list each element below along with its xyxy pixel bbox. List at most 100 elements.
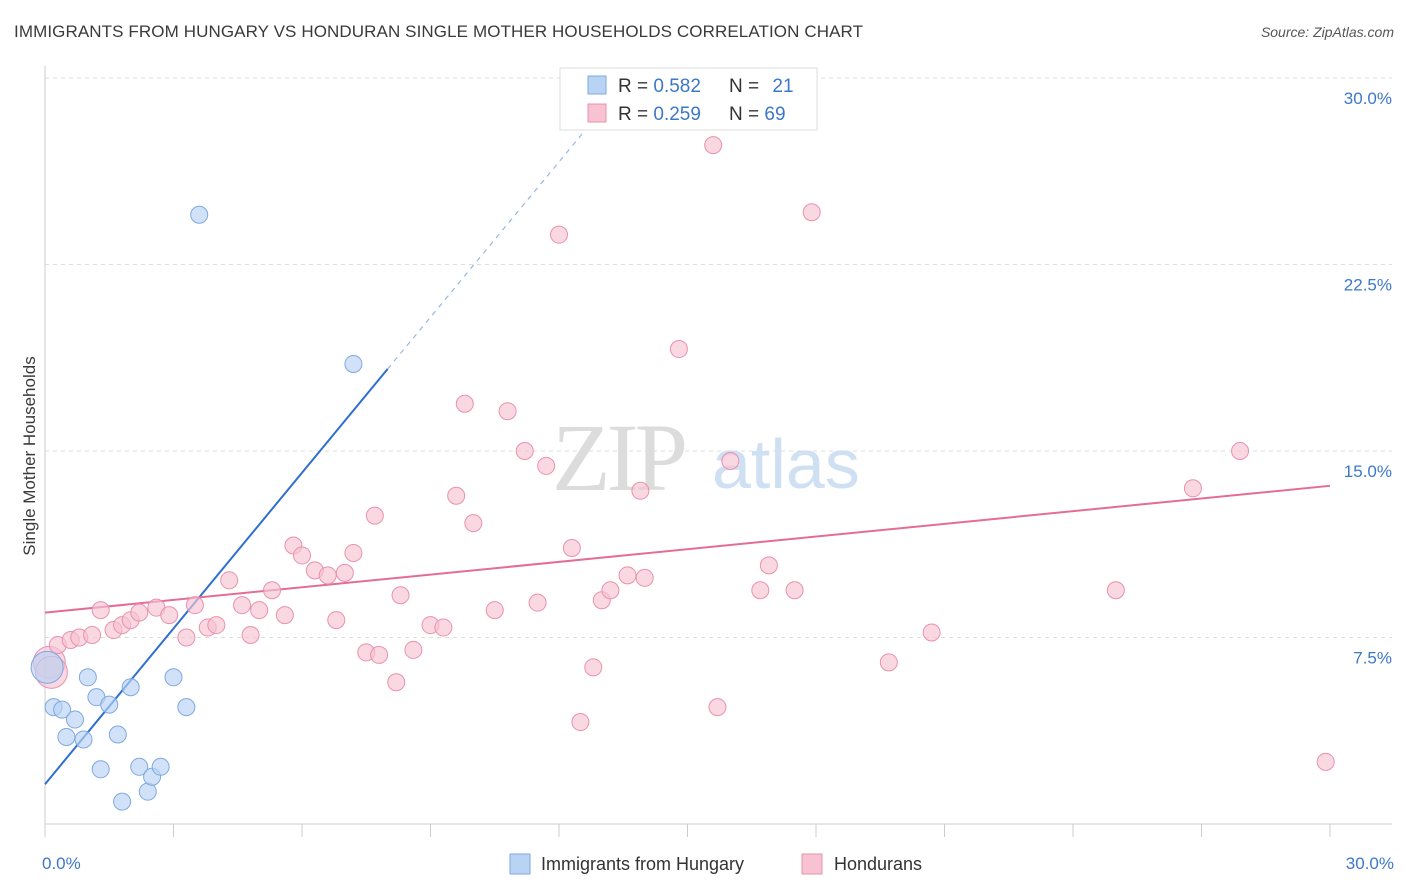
point-hungary-19 bbox=[190, 205, 209, 224]
point-hondurans-36 bbox=[434, 618, 453, 637]
point-hondurans-40 bbox=[485, 601, 504, 620]
svg-text:N = 21: N = 21 bbox=[729, 76, 794, 97]
point-hondurans-23 bbox=[293, 546, 311, 565]
point-hungary-2 bbox=[53, 700, 72, 719]
point-hungary-16 bbox=[151, 757, 170, 776]
x-tick-labels: 0.0% 30.0% bbox=[42, 854, 1394, 873]
point-hondurans-34 bbox=[404, 640, 423, 659]
series-swatch-hondurans bbox=[801, 853, 823, 875]
point-hondurans-61 bbox=[802, 203, 821, 222]
y-tick-labels: 7.5% 15.0% 22.5% 30.0% bbox=[1344, 89, 1392, 668]
point-hungary-6 bbox=[78, 668, 97, 687]
series-swatch-hungary bbox=[509, 853, 531, 875]
point-hondurans-62 bbox=[879, 653, 898, 672]
point-hondurans-43 bbox=[528, 593, 547, 612]
point-hungary-18 bbox=[177, 698, 196, 717]
point-hondurans-66 bbox=[1231, 442, 1250, 460]
y-tick-label-0: 7.5% bbox=[1353, 649, 1392, 668]
point-hungary-20 bbox=[344, 354, 363, 373]
x-tick-label-1: 30.0% bbox=[1346, 854, 1394, 873]
point-hondurans-37 bbox=[447, 486, 466, 505]
series-label-hondurans: Hondurans bbox=[834, 854, 922, 874]
trend-line-hondurans bbox=[44, 484, 1331, 614]
gridlines bbox=[45, 77, 1392, 638]
watermark: ZIP atlas bbox=[552, 404, 860, 511]
point-hungary-9 bbox=[100, 695, 119, 714]
point-hungary-10 bbox=[108, 725, 127, 744]
point-hondurans-31 bbox=[370, 645, 389, 664]
watermark-zip: ZIP bbox=[552, 404, 685, 511]
stats-legend: R = 0.582 N = 21 R = 0.259 N = 69 bbox=[559, 67, 818, 131]
point-hungary-12 bbox=[121, 678, 140, 697]
point-hungary-0 bbox=[30, 650, 64, 684]
point-hungary-5 bbox=[74, 730, 93, 749]
svg-text:N = 69: N = 69 bbox=[729, 104, 786, 125]
trend-line-hungary-extension bbox=[387, 114, 599, 370]
point-hondurans-20 bbox=[263, 581, 282, 600]
point-hondurans-50 bbox=[601, 581, 620, 600]
point-hondurans-13 bbox=[185, 596, 204, 615]
y-tick-label-3: 30.0% bbox=[1344, 89, 1392, 108]
point-hondurans-42 bbox=[515, 442, 534, 460]
legend-swatch-blue bbox=[587, 75, 607, 95]
point-hondurans-60 bbox=[785, 581, 804, 600]
trend-line-hungary bbox=[44, 368, 389, 785]
data-points bbox=[30, 136, 1335, 811]
trend-lines bbox=[44, 114, 1331, 785]
legend-n-label-1: N = bbox=[729, 76, 764, 97]
y-tick-label-2: 22.5% bbox=[1344, 276, 1392, 295]
point-hungary-8 bbox=[91, 760, 110, 779]
point-hondurans-54 bbox=[669, 340, 688, 359]
point-hondurans-65 bbox=[1183, 479, 1202, 498]
point-hondurans-30 bbox=[365, 506, 384, 525]
point-hondurans-51 bbox=[618, 566, 637, 585]
point-hondurans-57 bbox=[721, 451, 740, 470]
y-tick-label-1: 15.0% bbox=[1344, 462, 1392, 481]
chart-title: IMMIGRANTS FROM HUNGARY VS HONDURAN SING… bbox=[14, 22, 864, 41]
point-hondurans-27 bbox=[335, 563, 354, 582]
svg-text:R = 0.582: R = 0.582 bbox=[618, 76, 701, 97]
point-hondurans-28 bbox=[344, 543, 363, 562]
legend-r-label-1: R = bbox=[618, 76, 653, 97]
legend-n-label-2: N = bbox=[729, 104, 764, 125]
point-hondurans-4 bbox=[83, 626, 102, 645]
point-hondurans-15 bbox=[207, 616, 226, 635]
point-hungary-11 bbox=[113, 792, 132, 811]
point-hondurans-11 bbox=[160, 606, 179, 625]
point-hondurans-38 bbox=[455, 394, 474, 413]
y-axis-label: Single Mother Households bbox=[20, 356, 39, 555]
point-hondurans-16 bbox=[220, 571, 239, 590]
point-hondurans-25 bbox=[318, 566, 337, 585]
legend-n-value-2: 69 bbox=[764, 104, 785, 125]
legend-r-label-2: R = bbox=[618, 104, 653, 125]
point-hondurans-19 bbox=[250, 601, 269, 620]
point-hondurans-67 bbox=[1316, 752, 1335, 771]
legend-r-value-2: 0.259 bbox=[653, 104, 701, 125]
point-hondurans-12 bbox=[177, 628, 196, 647]
point-hondurans-58 bbox=[751, 581, 770, 600]
point-hondurans-32 bbox=[387, 673, 406, 692]
point-hungary-3 bbox=[57, 727, 76, 746]
point-hungary-4 bbox=[65, 710, 84, 729]
point-hondurans-53 bbox=[635, 568, 654, 587]
point-hondurans-52 bbox=[631, 481, 650, 500]
point-hondurans-56 bbox=[708, 698, 727, 717]
point-hondurans-21 bbox=[275, 606, 294, 625]
series-legend: Immigrants from Hungary Hondurans bbox=[509, 853, 922, 875]
point-hondurans-64 bbox=[1106, 581, 1125, 600]
svg-text:R = 0.259: R = 0.259 bbox=[618, 104, 701, 125]
point-hondurans-33 bbox=[391, 586, 410, 605]
point-hungary-17 bbox=[164, 668, 183, 687]
point-hondurans-41 bbox=[498, 402, 517, 421]
legend-n-value-1: 21 bbox=[772, 76, 793, 97]
point-hungary-14 bbox=[138, 782, 157, 801]
point-hondurans-44 bbox=[537, 456, 556, 475]
point-hondurans-59 bbox=[759, 556, 778, 575]
point-hungary-13 bbox=[130, 757, 149, 776]
point-hondurans-45 bbox=[550, 225, 568, 244]
point-hondurans-18 bbox=[241, 626, 260, 645]
point-hondurans-5 bbox=[91, 601, 110, 620]
point-hondurans-9 bbox=[130, 603, 149, 622]
point-hondurans-47 bbox=[571, 713, 590, 732]
